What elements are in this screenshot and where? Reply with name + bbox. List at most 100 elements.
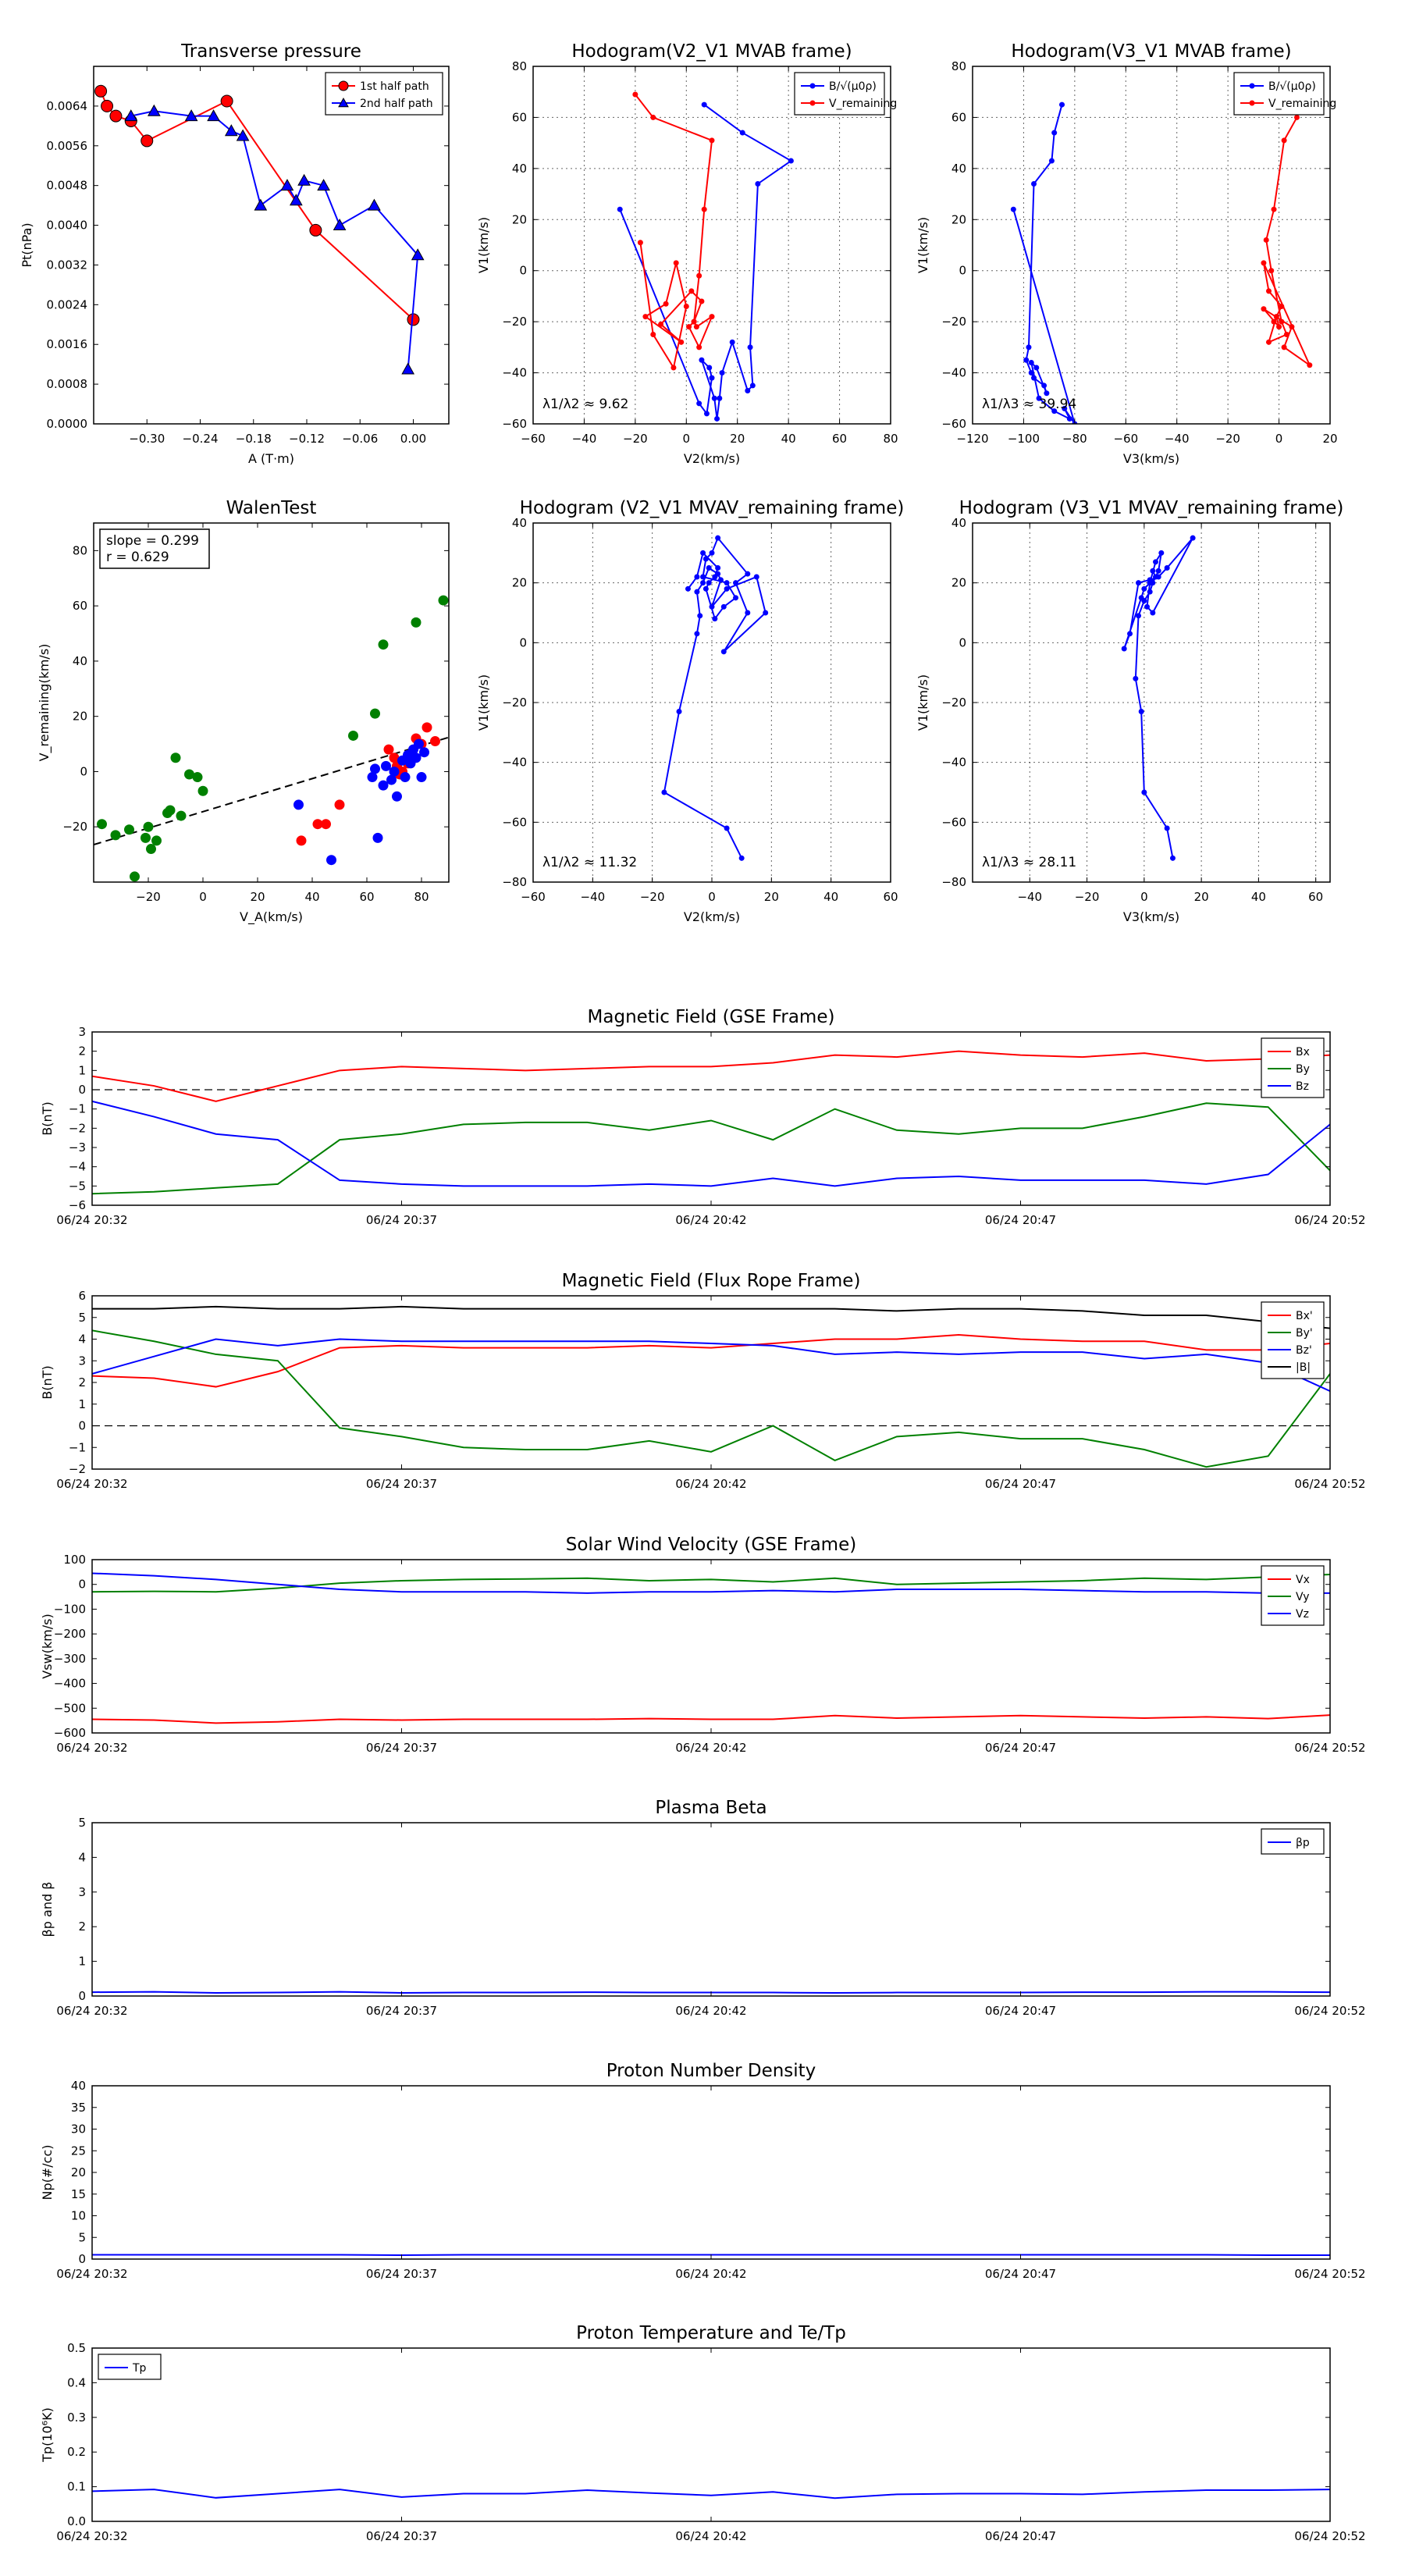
x-tick-label: −40 bbox=[1165, 432, 1190, 446]
data-point bbox=[130, 871, 140, 882]
x-tick-label: 06/24 20:47 bbox=[985, 1213, 1056, 1227]
data-point bbox=[809, 100, 816, 106]
data-point bbox=[719, 370, 725, 376]
y-tick-label: 0.1 bbox=[67, 2480, 86, 2494]
x-tick-label: −20 bbox=[640, 890, 665, 904]
data-point bbox=[1150, 568, 1156, 574]
data-point bbox=[1062, 405, 1068, 411]
data-point bbox=[696, 272, 702, 279]
data-point bbox=[401, 362, 415, 375]
data-point bbox=[1150, 610, 1156, 616]
x-tick-label: 06/24 20:52 bbox=[1294, 2004, 1365, 2018]
series-line bbox=[92, 1572, 1330, 1594]
data-point bbox=[378, 639, 389, 650]
data-point bbox=[1147, 589, 1153, 595]
x-tick-label: 06/24 20:42 bbox=[675, 1477, 746, 1491]
series-line bbox=[92, 1050, 1330, 1102]
y-tick-label: 0.0024 bbox=[47, 297, 88, 311]
legend-box bbox=[325, 72, 443, 116]
x-tick-label: 40 bbox=[304, 890, 319, 904]
data-point bbox=[637, 240, 643, 246]
data-point bbox=[712, 574, 718, 580]
x-axis-label: V2(km/s) bbox=[684, 909, 740, 924]
data-point bbox=[739, 130, 745, 136]
data-point bbox=[745, 571, 751, 577]
series-line bbox=[130, 110, 419, 370]
data-point bbox=[1281, 344, 1287, 350]
series-group bbox=[661, 535, 769, 861]
data-point bbox=[381, 760, 391, 771]
y-tick-label: 0.0 bbox=[67, 2514, 86, 2528]
y-tick-label: 35 bbox=[71, 2101, 86, 2115]
annotation: λ1/λ2 ≈ 11.32 bbox=[542, 855, 637, 870]
data-point bbox=[1276, 324, 1282, 330]
x-tick-label: 40 bbox=[1251, 890, 1266, 904]
x-tick-label: 40 bbox=[823, 890, 838, 904]
chart-title: Solar Wind Velocity (GSE Frame) bbox=[566, 1535, 856, 1555]
legend: Bx By Bz bbox=[1261, 1037, 1325, 1098]
y-tick-label: 5 bbox=[78, 1816, 86, 1830]
series-line bbox=[92, 1333, 1330, 1388]
plot-frame bbox=[91, 1559, 1331, 1734]
data-point bbox=[1033, 365, 1040, 371]
x-tick-label: −20 bbox=[623, 432, 648, 446]
legend-label: By' bbox=[1296, 1327, 1313, 1340]
data-point bbox=[1265, 339, 1272, 345]
data-point bbox=[709, 603, 715, 610]
data-point bbox=[293, 799, 304, 810]
legend-label: V_remaining bbox=[829, 98, 897, 110]
y-tick-label: 40 bbox=[512, 516, 527, 530]
data-point bbox=[1051, 408, 1058, 415]
legend-label: By bbox=[1296, 1063, 1310, 1076]
data-point bbox=[715, 535, 721, 541]
y-tick-label: 60 bbox=[73, 599, 87, 613]
data-point bbox=[1268, 268, 1275, 274]
y-tick-label: −80 bbox=[502, 875, 527, 889]
y-tick-label: 0.0000 bbox=[47, 417, 88, 431]
data-point bbox=[688, 288, 695, 294]
data-point bbox=[1010, 206, 1016, 212]
data-point bbox=[1133, 675, 1139, 681]
series-line bbox=[92, 1100, 1330, 1187]
x-tick-label: 06/24 20:37 bbox=[366, 2267, 437, 2281]
data-point bbox=[400, 772, 411, 783]
legend-label: Bx bbox=[1296, 1046, 1310, 1059]
legend: B/√(μ0ρ) V_remaining bbox=[1233, 72, 1336, 116]
y-tick-label: 1 bbox=[78, 1063, 86, 1077]
y-tick-label: 60 bbox=[512, 110, 527, 124]
data-point bbox=[1249, 83, 1255, 89]
data-point bbox=[1138, 709, 1144, 714]
data-point bbox=[696, 344, 702, 350]
data-point bbox=[715, 565, 721, 571]
data-point bbox=[419, 747, 429, 758]
data-point bbox=[143, 821, 154, 832]
data-point bbox=[414, 738, 424, 749]
data-point bbox=[650, 114, 656, 120]
data-point bbox=[1265, 288, 1272, 294]
data-point bbox=[1164, 825, 1170, 831]
data-point bbox=[1263, 237, 1269, 243]
data-point bbox=[236, 129, 250, 141]
data-point bbox=[1031, 180, 1037, 187]
legend-label: Bz bbox=[1296, 1080, 1309, 1093]
y-tick-label: −3 bbox=[69, 1140, 86, 1155]
data-point bbox=[207, 109, 220, 122]
data-point bbox=[184, 769, 194, 780]
data-point bbox=[700, 580, 706, 586]
data-point bbox=[1036, 395, 1042, 401]
y-tick-label: 2 bbox=[78, 1920, 86, 1934]
y-tick-label: 0 bbox=[80, 764, 87, 778]
data-point bbox=[1026, 344, 1032, 350]
data-point bbox=[1127, 631, 1133, 637]
data-point bbox=[753, 574, 759, 580]
data-point bbox=[370, 763, 380, 774]
data-point bbox=[220, 94, 233, 108]
data-point bbox=[1141, 585, 1147, 592]
data-point bbox=[673, 260, 679, 266]
legend-label: Vz bbox=[1296, 1608, 1309, 1621]
x-tick-label: 20 bbox=[730, 432, 745, 446]
data-point bbox=[709, 550, 715, 556]
data-point bbox=[717, 395, 723, 401]
y-tick-label: −600 bbox=[54, 1726, 86, 1740]
data-point bbox=[411, 248, 425, 261]
